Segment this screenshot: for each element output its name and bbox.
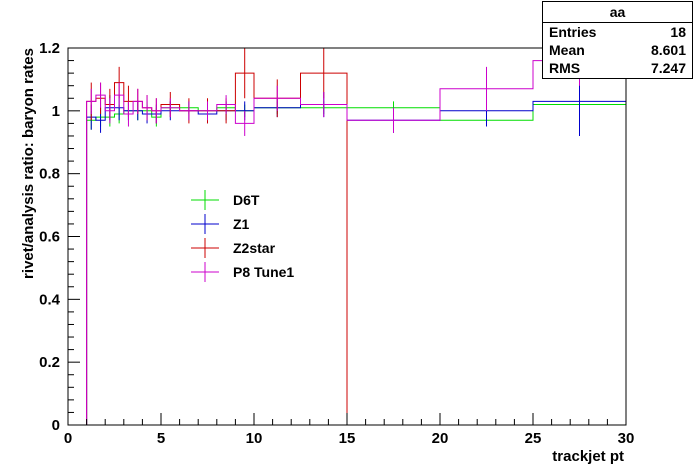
legend-item: Z1 — [191, 214, 250, 234]
legend-label: P8 Tune1 — [233, 264, 294, 280]
y-tick-label: 1 — [52, 103, 60, 120]
stats-box: aa Entries 18 Mean 8.601 RMS 7.247 — [542, 1, 693, 79]
stats-label: Mean — [549, 42, 585, 58]
y-axis-label: rivet/analysis ratio: baryon rates — [20, 48, 37, 279]
stats-row-entries: Entries 18 — [543, 23, 692, 41]
legend-item: D6T — [191, 190, 260, 210]
stats-value: 8.601 — [650, 42, 686, 58]
legend-item: P8 Tune1 — [191, 262, 294, 282]
stats-title: aa — [543, 2, 692, 23]
legend-item: Z2star — [191, 238, 276, 258]
x-tick-label: 20 — [432, 430, 449, 447]
y-tick-label: 1.2 — [39, 40, 60, 57]
x-tick-label: 25 — [525, 430, 542, 447]
y-tick-label: 0.6 — [39, 229, 60, 246]
x-tick-label: 10 — [246, 430, 263, 447]
x-axis-label: trackjet pt — [552, 448, 624, 465]
x-tick-label: 0 — [64, 430, 72, 447]
legend: D6T Z1 Z2star P8 Tune1 — [191, 190, 294, 282]
stats-row-rms: RMS 7.247 — [543, 59, 692, 77]
x-tick-label: 5 — [157, 430, 165, 447]
y-tick-label: 0.2 — [39, 354, 60, 371]
series-p8-tune1 — [86, 35, 626, 425]
legend-label: Z1 — [233, 216, 250, 232]
legend-label: Z2star — [233, 240, 276, 256]
legend-label: D6T — [233, 192, 260, 208]
stats-value: 18 — [670, 24, 686, 40]
y-tick-label: 0.4 — [39, 291, 61, 308]
y-tick-label: 0 — [52, 417, 60, 434]
stats-value: 7.247 — [650, 60, 686, 76]
x-tick-label: 30 — [618, 430, 635, 447]
y-tick-label: 0.8 — [39, 166, 60, 183]
stats-row-mean: Mean 8.601 — [543, 41, 692, 59]
stats-label: RMS — [549, 60, 581, 76]
stats-label: Entries — [549, 24, 597, 40]
x-tick-label: 15 — [339, 430, 356, 447]
